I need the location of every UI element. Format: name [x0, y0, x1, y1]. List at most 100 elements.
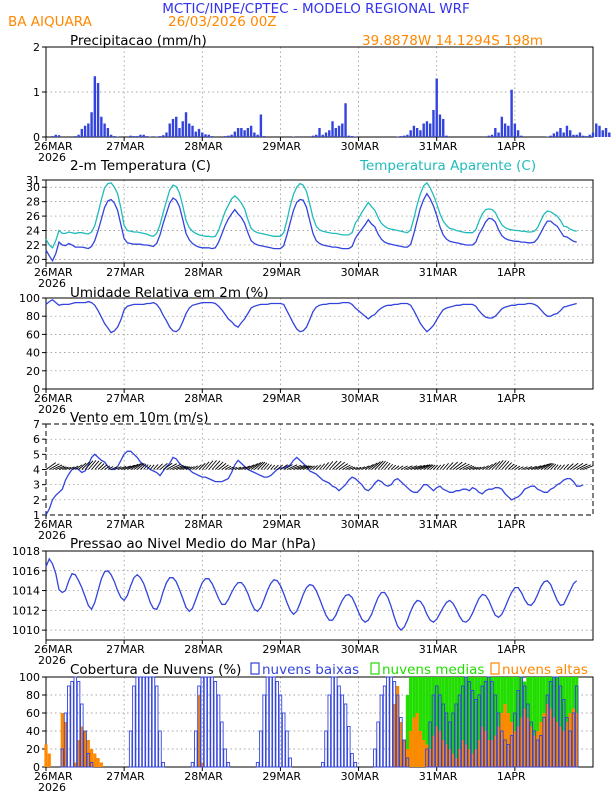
precip-bar [429, 123, 432, 137]
cloud-bar-high [44, 744, 48, 767]
wind-arrow [482, 465, 489, 470]
wind-arrow [247, 463, 259, 470]
cloud-bar-high [435, 726, 439, 767]
cloud-bar-mid [409, 677, 413, 767]
cloud-bar-high [99, 762, 103, 767]
cloud-bar-high [565, 722, 569, 767]
wind-arrow [87, 460, 97, 470]
cloud-bar-high [422, 740, 426, 767]
cloud-bar-high [539, 722, 543, 767]
cloud-bar-low [548, 681, 553, 768]
wind-arrow [342, 464, 351, 470]
wind-arrow [566, 463, 574, 470]
precip-bar [233, 131, 237, 137]
wind-arrow [65, 466, 72, 470]
x-tick-label: 27MAR [106, 266, 145, 279]
cloud-bar-low [542, 717, 546, 768]
wind-arrow [560, 464, 565, 470]
precip-bar [253, 132, 256, 137]
wind-arrow [133, 462, 143, 470]
cloud-bar-low [480, 685, 485, 768]
cloud-bar-low [161, 762, 165, 768]
cloud-bar-mid [418, 677, 423, 767]
cloud-bar-low [63, 712, 68, 768]
wind-arrow [319, 463, 326, 470]
wind-arrow [374, 460, 384, 470]
cloud-bar-low [447, 721, 452, 768]
x-tick-label: 27MAR [106, 643, 145, 656]
cloud-bar-low [76, 681, 81, 768]
x-tick-label: 29MAR [262, 266, 301, 279]
panel-title-pressure: Pressao ao Nivel Medio do Mar (hPa) [70, 536, 316, 552]
cloud-bar-low [532, 730, 537, 768]
precip-bar [598, 125, 601, 137]
cloud-bar-high [542, 713, 546, 767]
cloud-bar-low [574, 685, 579, 768]
cloud-bar-low [278, 694, 283, 768]
cloud-bar-high [402, 740, 406, 767]
cloud-bar-low [565, 717, 569, 768]
wind-arrow [338, 463, 349, 470]
cloud-bar-high [470, 753, 475, 767]
panel-title-humidity: Umidade Relativa em 2m (%) [70, 285, 269, 301]
precip-bar [409, 130, 412, 137]
precip-bar [54, 134, 57, 137]
cloud-bar-low [262, 694, 266, 768]
y-tick-label: 60 [26, 707, 40, 720]
wind-arrow [429, 464, 436, 470]
x-tick-label: 31MAR [419, 266, 458, 279]
x-tick-label: 30MAR [341, 266, 380, 279]
y-tick-label: 7 [33, 418, 40, 431]
cloud-bar-high [477, 740, 481, 767]
x-tick-label: 28MAR [184, 643, 223, 656]
wind-arrow [501, 460, 510, 470]
wind-arrow [335, 461, 346, 470]
wind-arrow [371, 461, 381, 470]
cloud-bar-low [141, 676, 146, 768]
cloud-bar-low [330, 676, 335, 768]
cloud-bar-high [63, 722, 68, 767]
wind-arrow [117, 465, 127, 470]
precip-bar [555, 131, 559, 137]
wind-arrow [198, 462, 206, 470]
cloud-bar-low [558, 685, 563, 768]
header-location: BA AIQUARA [8, 14, 93, 30]
wind-arrow [433, 464, 438, 470]
cloud-bar-low [334, 676, 338, 768]
cloud-bar-low [353, 762, 358, 768]
cloud-bar-low [67, 685, 71, 768]
x-tick-label: 26MAR [34, 392, 73, 405]
panel-title-wind: Vento em 10m (m/s) [70, 410, 209, 426]
precip-bar [572, 134, 575, 137]
precip-bar [445, 135, 448, 137]
cloud-bar-low [545, 694, 550, 768]
wind-arrow [387, 463, 394, 470]
wind-arrow [397, 465, 404, 470]
cloud-bar-high [474, 749, 478, 767]
precip-bar [139, 134, 142, 137]
cloud-bar-high [415, 713, 419, 767]
y-tick-label: 31 [26, 174, 40, 187]
precip-bar [188, 123, 191, 137]
x-tick-label: 29MAR [262, 140, 301, 153]
wind-arrow [149, 464, 155, 470]
precip-bar [145, 136, 149, 137]
cloud-bar-mid [470, 677, 475, 767]
cloud-bar-high [526, 717, 530, 767]
cloud-bar-low [513, 712, 517, 768]
wind-arrow [537, 463, 549, 470]
precip-bar [520, 135, 523, 137]
precip-bar [223, 136, 227, 137]
cloud-bar-low [281, 712, 286, 768]
panel-frame [45, 423, 594, 516]
cloud-bar-low [213, 681, 218, 768]
wind-arrow [576, 463, 588, 470]
wind-arrow [101, 464, 108, 470]
y-tick-label: 100 [19, 292, 40, 305]
cloud-bar-low [464, 676, 468, 768]
wind-arrow [478, 466, 485, 470]
cloud-bar-high [513, 731, 517, 767]
wind-arrow [273, 464, 279, 470]
legend-mid-cloud: nuvens medias [382, 662, 484, 678]
